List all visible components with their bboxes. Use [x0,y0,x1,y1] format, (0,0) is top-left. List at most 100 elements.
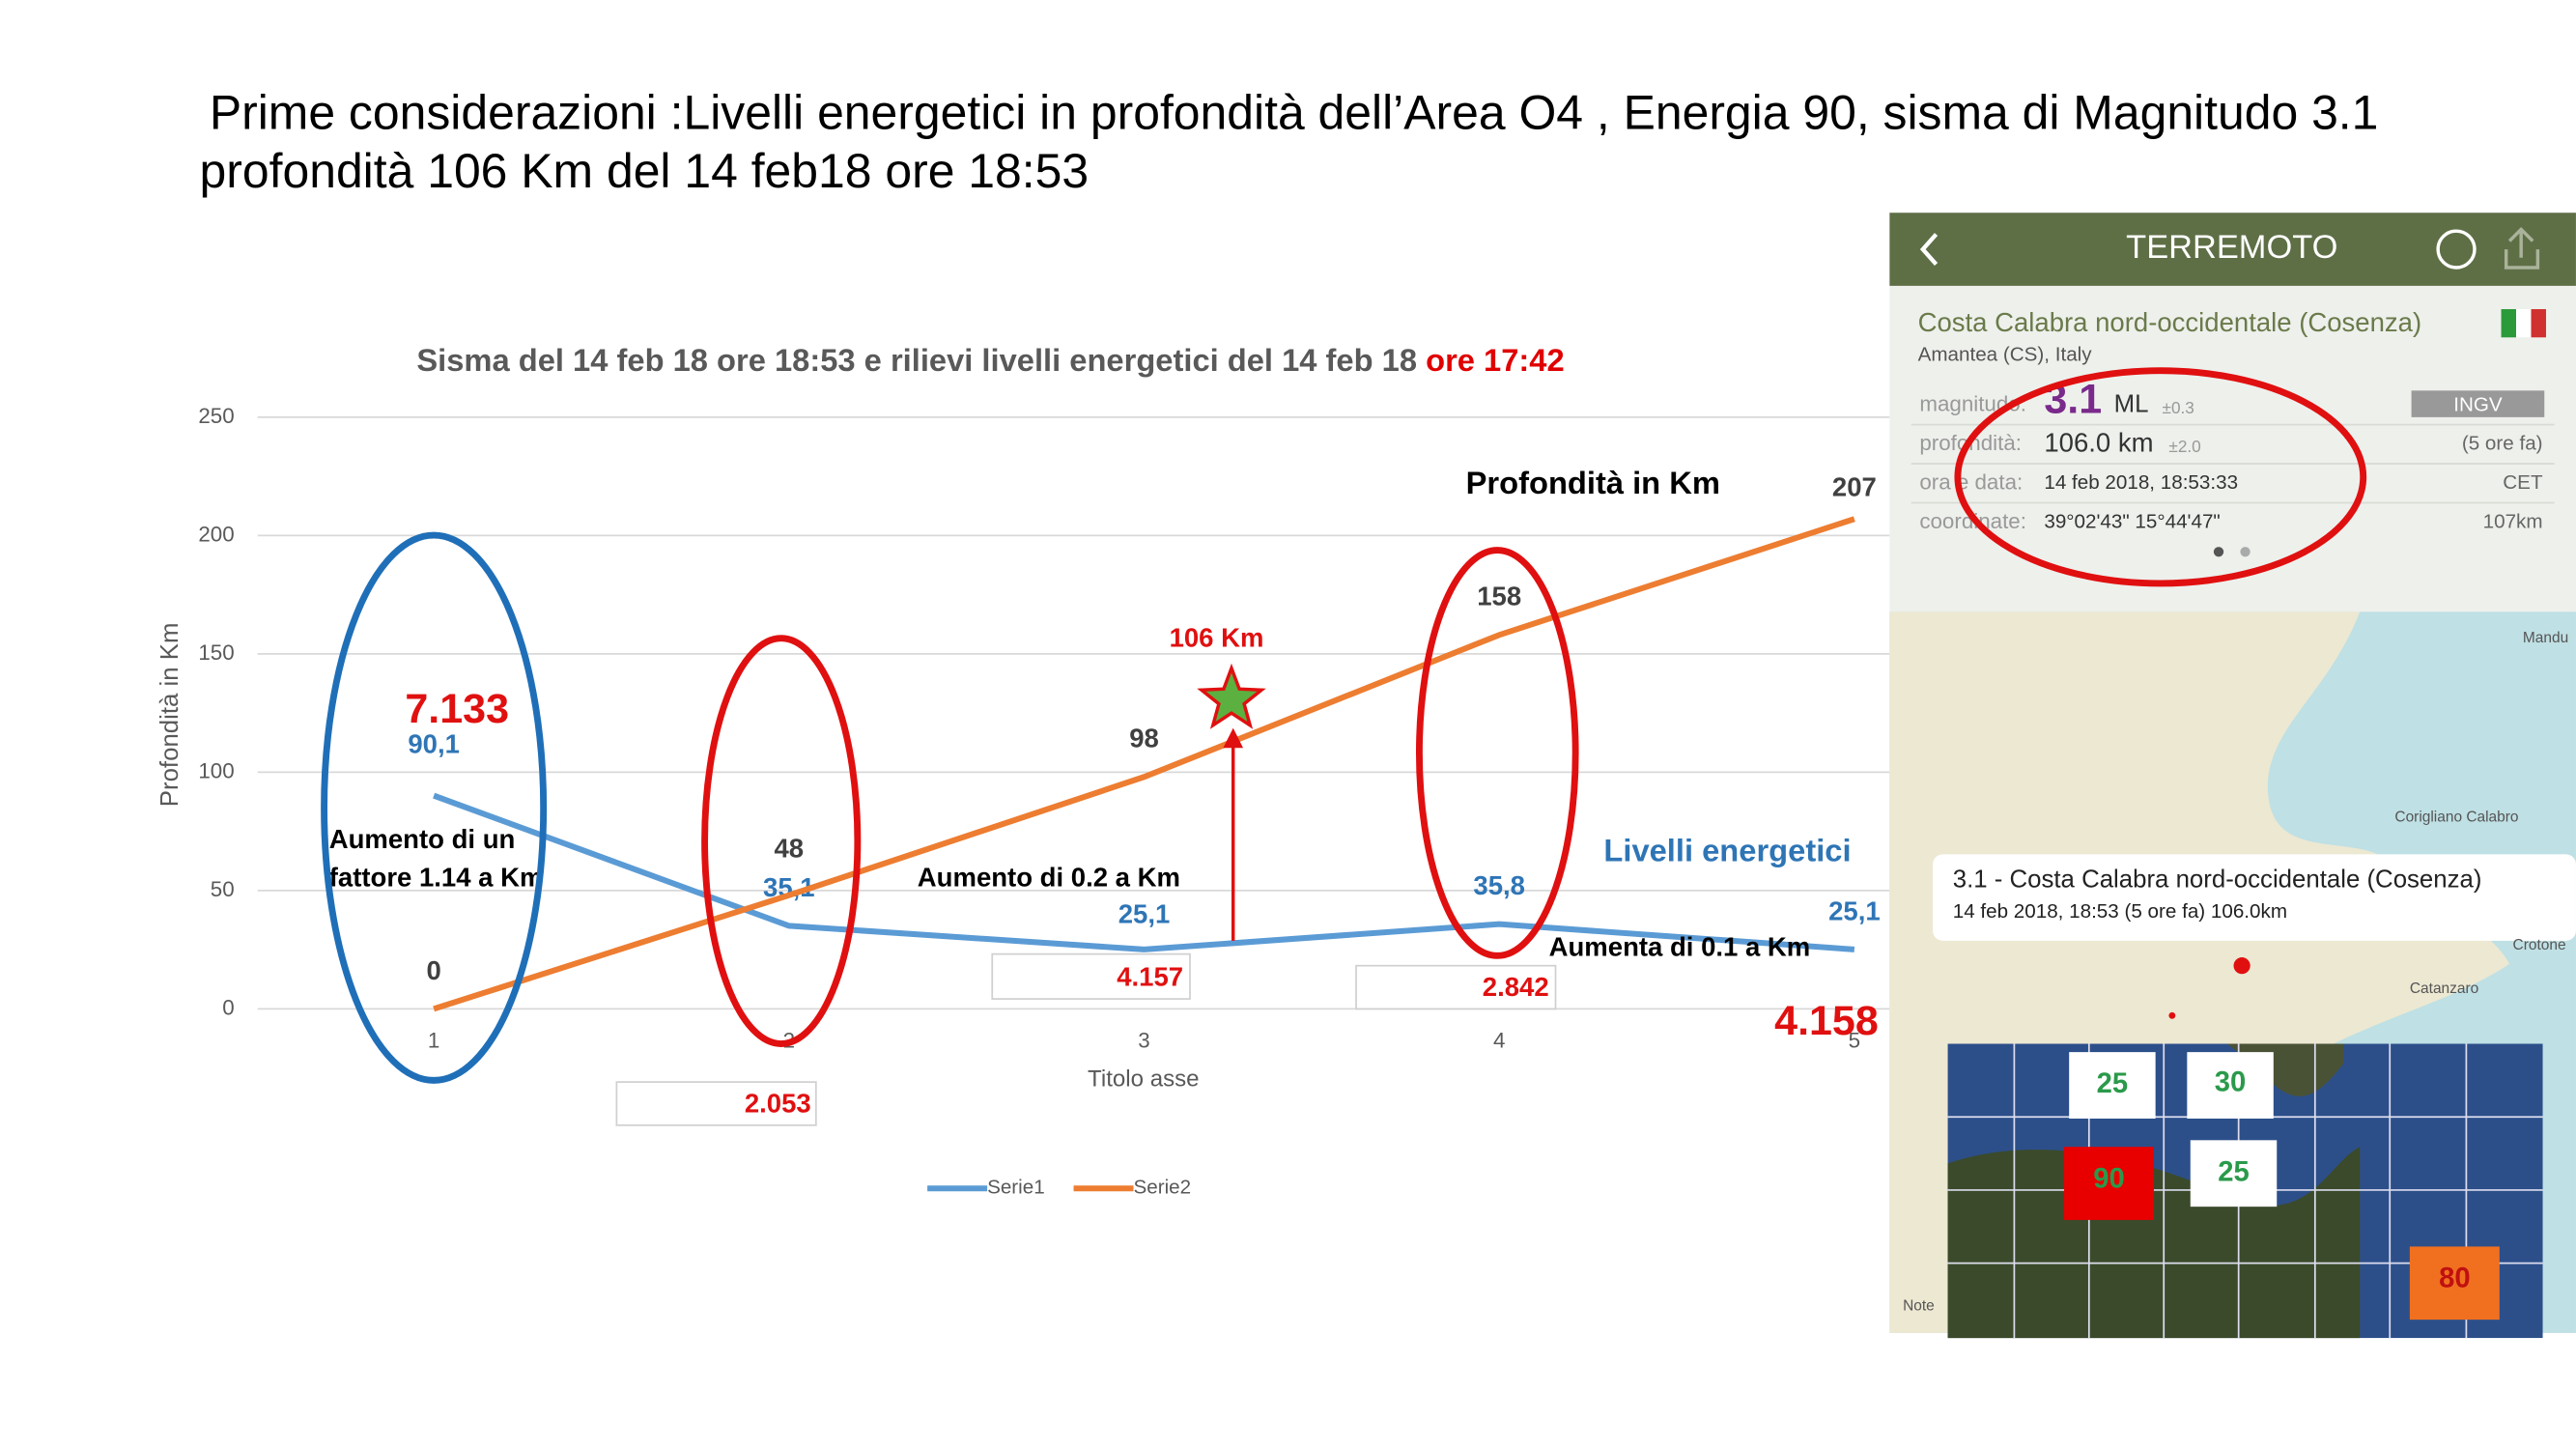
satellite-land [1947,1147,2361,1339]
annotation: Aumento di 0.2 a Km [918,862,1180,892]
y-tick-label: 50 [211,877,235,901]
quake-marker [2168,1011,2176,1019]
row-right: 107km [2483,511,2543,533]
map-label: Catanzaro [2410,980,2478,997]
x-tick-label: 1 [428,1029,439,1053]
x-tick-label: 3 [1138,1029,1149,1053]
grid-value: 90 [2093,1163,2125,1194]
map-label: Corigliano Calabro [2394,810,2518,826]
chart-title: Sisma del 14 feb 18 ore 18:53 e rilievi … [416,342,1564,378]
legend-label: Serie2 [1133,1177,1191,1199]
slide-title: profondità 106 Km del 14 feb18 ore 18:53 [200,144,1090,198]
flag [2516,309,2532,338]
grid-value: 30 [2215,1067,2247,1098]
annotations: 7.133 Aumento di un fattore 1.14 a Km 10… [329,465,1879,1126]
row-value: 106.0 km [2044,428,2153,458]
annotation: Profondità in Km [1466,465,1720,500]
series-line [433,792,1855,952]
highlight-ellipse [321,531,548,1084]
annotation: 7.133 [405,686,509,732]
share-icon[interactable] [2504,227,2540,270]
chart: Sisma del 14 feb 18 ore 18:53 e rilievi … [156,342,1890,1199]
row-error: ±0.3 [2163,398,2194,417]
x-tick-label: 5 [1849,1029,1860,1053]
grid-cell [2187,1052,2274,1119]
y-tick-label: 250 [198,404,234,428]
y-tick-label: 150 [198,640,234,665]
annotation: 2.053 [745,1088,811,1118]
row-right: (5 ore fa) [2462,433,2543,455]
legend-label: Serie1 [987,1177,1045,1199]
x-tick-label: 4 [1493,1029,1505,1053]
row-right: CET [2503,471,2543,494]
flag [2531,309,2546,338]
back-icon[interactable] [1919,233,1939,267]
annotation: 4.157 [1117,962,1183,992]
annotation: Aumento di un [329,824,516,854]
flag [2501,309,2517,338]
arrow-head [1223,727,1244,749]
annotation: 106 Km [1170,623,1264,653]
y-tick-label: 200 [198,522,234,546]
grid-cell [2069,1052,2156,1119]
highlights [321,367,2367,1084]
x-axis-label: Titolo asse [1088,1066,1200,1093]
y-tick-label: 100 [198,758,234,782]
app-title: TERREMOTO [2126,229,2337,266]
highlight-ellipse [1415,547,1579,959]
badge [2411,390,2545,417]
grid-value: 25 [2097,1068,2129,1099]
title-part: ore 17:42 [1426,342,1565,378]
app-header [1889,213,2576,286]
land [1889,611,2510,1333]
y-tick-label: 0 [222,995,234,1019]
grid-value: 25 [2218,1156,2250,1187]
app-screenshot: TERREMOTO Costa Calabra nord-occidentale… [1889,213,2576,1339]
row-unit: ML [2114,391,2149,418]
series-line [433,516,1855,1012]
box [615,1081,817,1126]
data-label: 207 [1832,472,1877,502]
callout-text: 14 feb 2018, 18:53 (5 ore fa) 106.0km [1953,900,2287,923]
callout-text: 3.1 - Costa Calabra nord-occidentale (Co… [1953,867,2482,894]
page-dot [2240,547,2250,557]
slide-title: Prime considerazioni :Livelli energetici… [210,86,2379,140]
info-panel [1889,285,2576,612]
grid-cell [2409,1246,2500,1321]
grid-cell [2190,1140,2278,1208]
row-value: 14 feb 2018, 18:53:33 [2044,471,2238,494]
title-part: Sisma del 14 feb 18 ore 18:53 e rilievi … [416,342,1426,378]
map-label: Crotone [2513,937,2566,953]
data-label: 158 [1477,582,1521,611]
box [991,952,1191,1000]
box [1355,964,1557,1010]
callout [1933,854,2576,941]
place: Costa Calabra nord-occidentale (Cosenza) [1918,307,2422,337]
grid-value: 80 [2439,1264,2471,1294]
town: Amantea (CS), Italy [1918,344,2093,366]
y-axis-label: Profondità in Km [156,622,184,807]
data-label: 90,1 [408,728,460,758]
map-label: Note [1903,1297,1935,1314]
page-dot [2213,547,2224,557]
compass-icon[interactable] [2436,229,2477,270]
annotation: 2.842 [1483,972,1549,1002]
star [1197,663,1266,729]
row-value: 39°02'43" 15°44'47" [2044,511,2220,533]
satellite-grid: 25 30 90 25 80 [1947,1043,2543,1339]
row-error: ±2.0 [2168,437,2200,456]
row-label: ora e data: [1919,470,2023,495]
data-label: 25,1 [1118,899,1171,929]
annotation: fattore 1.14 a Km [329,862,544,892]
row-right: INGV [2453,393,2503,415]
data-label: 25,1 [1828,895,1881,925]
annotation: 4.158 [1774,998,1879,1044]
annotation: Livelli energetici [1603,832,1851,867]
quake-marker [2233,957,2250,975]
highlight-ellipse [701,635,862,1047]
grid-cell [2064,1147,2154,1220]
data-label: 98 [1129,724,1159,753]
data-label: 35,8 [1473,870,1525,900]
